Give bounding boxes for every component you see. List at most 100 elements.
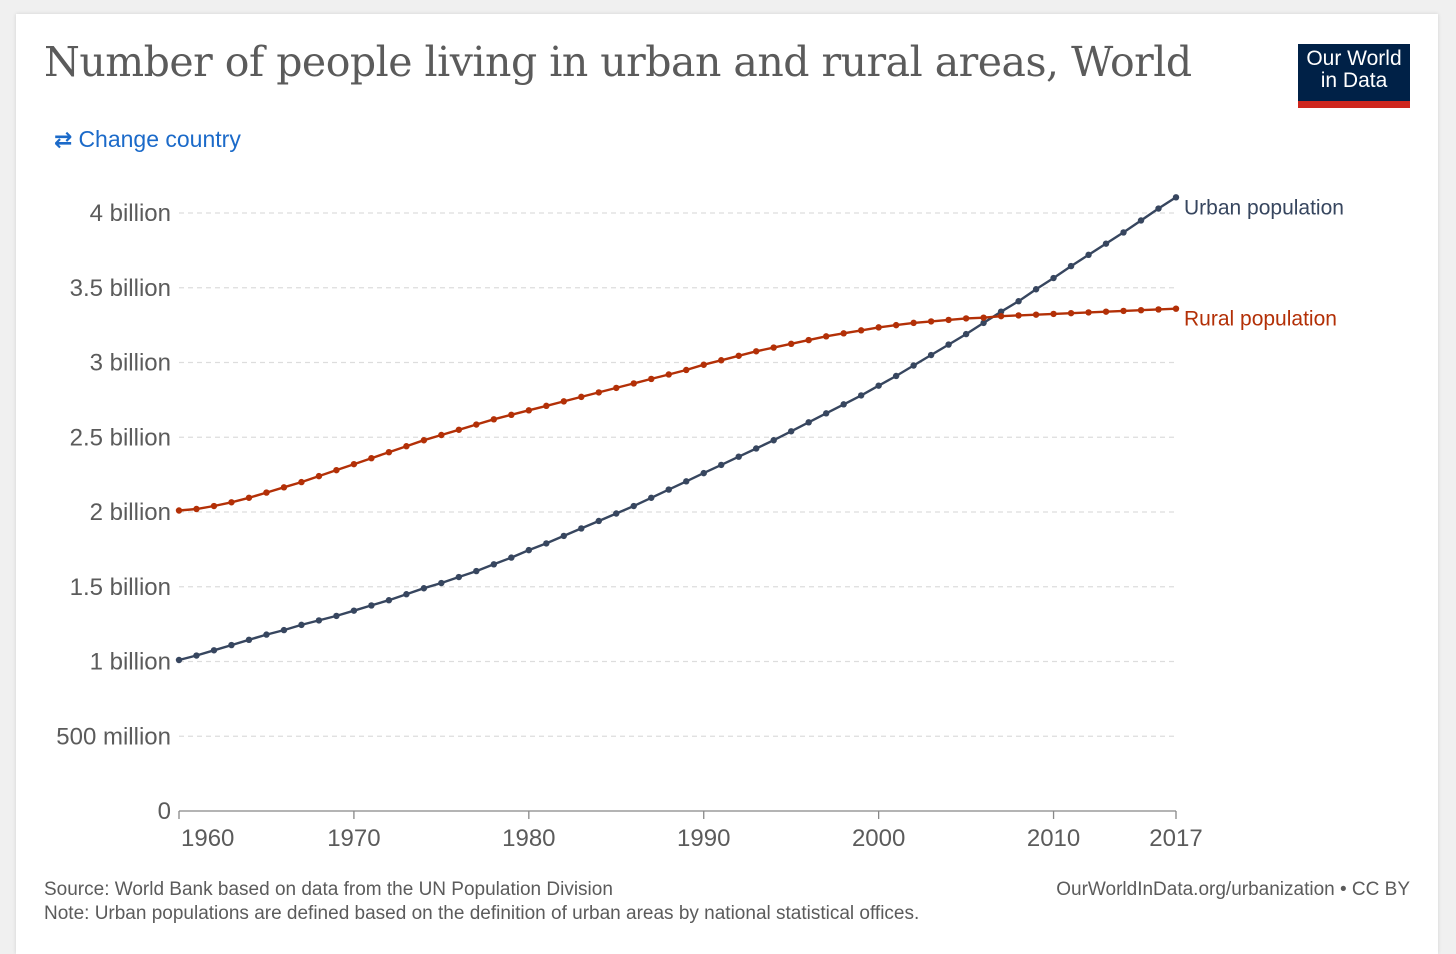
urban-data-point [822, 410, 830, 417]
source-text: Source: World Bank based on data from th… [44, 879, 613, 900]
rural-data-point [665, 371, 672, 378]
rural-data-point [1120, 307, 1127, 315]
urban-data-point [175, 656, 183, 664]
urban-data-point [997, 308, 1005, 315]
urban-data-point [980, 319, 987, 327]
series-lines [175, 194, 1180, 664]
note-text: Note: Urban populations are defined base… [44, 903, 920, 924]
urban-data-point [665, 486, 672, 493]
urban-data-point [298, 621, 305, 629]
x-tick-label: 1960 [181, 825, 234, 852]
rural-data-point [420, 437, 428, 444]
rural-data-point [455, 426, 463, 433]
logo-line-1: Our World [1306, 46, 1402, 70]
urban-data-point [595, 517, 602, 525]
y-tick-label: 4 billion [90, 200, 171, 227]
urban-data-point [1155, 205, 1162, 212]
rural-data-point [892, 321, 900, 329]
urban-data-point [1102, 240, 1110, 247]
change-country-label: Change country [78, 126, 241, 152]
owid-logo[interactable]: Our World in Data [1298, 44, 1410, 108]
urban-data-point [420, 585, 428, 592]
rural-series-label: Rural population [1184, 308, 1337, 331]
x-tick-label: 2017 [1149, 825, 1202, 852]
urban-data-point [735, 453, 742, 460]
urban-data-point [787, 428, 795, 435]
urban-series-label: Urban population [1184, 196, 1344, 219]
change-country-button[interactable]: ⇄ Change country [54, 126, 241, 153]
urban-data-point [910, 362, 917, 369]
urban-data-point [403, 591, 410, 598]
rural-data-point [1137, 306, 1145, 314]
urban-data-point [315, 617, 323, 624]
rural-data-point [1085, 309, 1092, 316]
rural-data-point [298, 478, 305, 486]
urban-series-line [178, 196, 1177, 662]
urban-data-point [455, 573, 463, 581]
urban-data-point [857, 392, 865, 399]
rural-data-point [700, 361, 707, 368]
urban-data-point [210, 647, 218, 654]
rural-data-point [525, 407, 533, 414]
rural-data-point [543, 402, 550, 410]
urban-data-point [892, 372, 900, 380]
rural-data-point [1155, 306, 1162, 313]
rural-data-point [473, 421, 480, 428]
rural-data-point [962, 315, 970, 322]
rural-data-point [718, 357, 725, 364]
urban-data-point [648, 494, 655, 501]
urban-data-point [560, 532, 568, 540]
rural-data-point [403, 443, 410, 450]
rural-data-point [350, 460, 358, 468]
rural-data-point [787, 340, 795, 348]
rural-data-point [595, 389, 602, 396]
rural-data-point [263, 489, 270, 496]
rural-data-point [613, 384, 620, 392]
rural-data-point [997, 312, 1005, 320]
chart-card [16, 14, 1438, 954]
urban-data-point [630, 502, 637, 510]
urban-data-point [840, 401, 847, 408]
rural-data-point [945, 316, 952, 324]
y-tick-label: 500 million [56, 723, 171, 750]
urban-data-point [718, 461, 725, 469]
y-tick-label: 3 billion [90, 350, 171, 377]
urban-data-point [770, 437, 777, 444]
urban-data-point [578, 525, 585, 532]
rural-data-point [1102, 308, 1110, 315]
rural-data-point [210, 502, 218, 510]
rural-series-line [178, 307, 1177, 512]
y-tick-label: 1 billion [90, 649, 171, 676]
x-tick-label: 1990 [677, 825, 730, 852]
series-labels: Urban population Rural population [1184, 196, 1344, 330]
rural-data-point [490, 416, 498, 423]
rural-data-point [368, 454, 375, 462]
urban-data-point [263, 631, 270, 638]
urban-data-point [1172, 194, 1180, 201]
rural-data-point [385, 449, 393, 456]
rural-data-point [193, 505, 200, 513]
urban-data-point [945, 341, 952, 348]
urban-data-point [368, 602, 375, 609]
rural-data-point [560, 398, 568, 405]
urban-data-point [1050, 274, 1057, 282]
rural-data-point [683, 366, 690, 374]
urban-data-point [490, 561, 498, 568]
rural-data-point [245, 494, 253, 501]
urban-data-point [962, 330, 970, 338]
urban-data-point [613, 510, 620, 517]
urban-data-point [683, 478, 690, 485]
footer-link[interactable]: OurWorldInData.org/urbanization • CC BY [1056, 879, 1410, 900]
chart-title: Number of people living in urban and rur… [44, 38, 1192, 86]
rural-data-point [630, 380, 637, 387]
rural-data-point [1067, 309, 1075, 317]
urban-data-point [508, 554, 515, 561]
urban-data-point [333, 612, 340, 620]
rural-data-point [805, 336, 812, 344]
x-tick-label: 2000 [852, 825, 905, 852]
urban-data-point [473, 567, 480, 575]
rural-data-point [875, 324, 882, 331]
rural-data-point [333, 466, 340, 474]
rural-data-point [980, 314, 987, 321]
